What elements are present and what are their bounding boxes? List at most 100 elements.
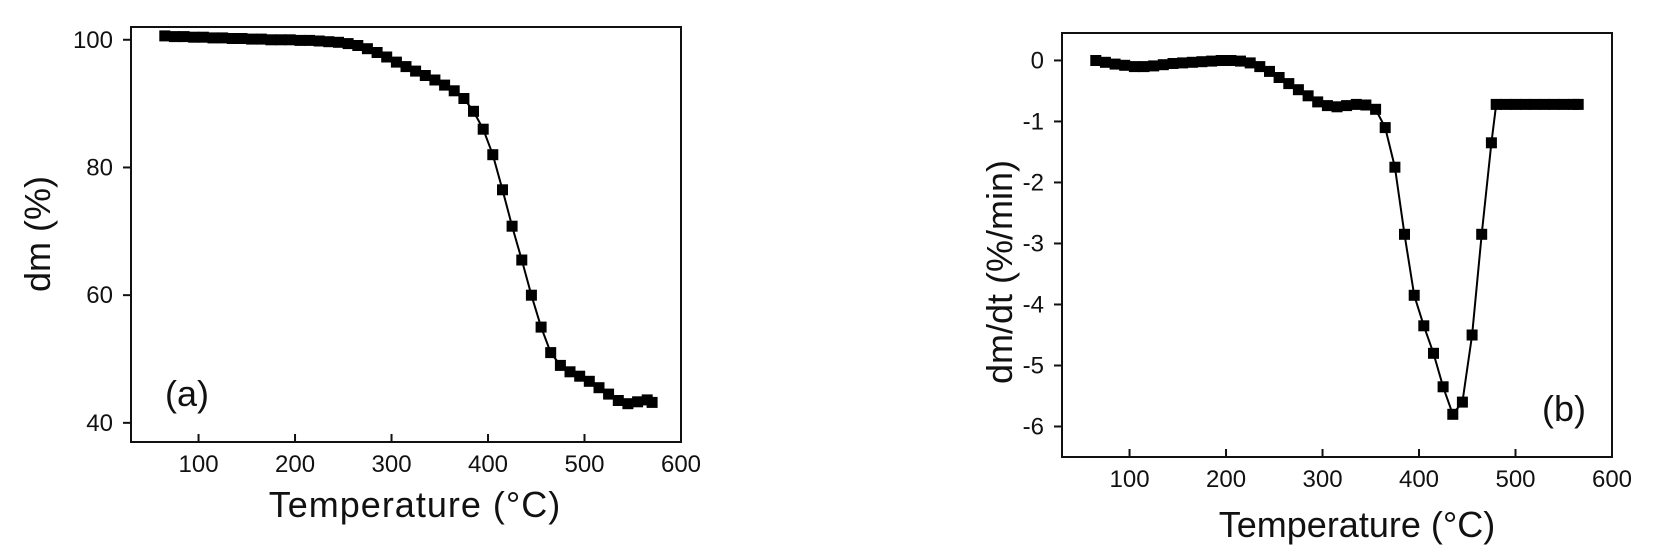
data-point-b — [1447, 408, 1459, 420]
data-point-a — [612, 395, 624, 406]
data-point-b — [1456, 396, 1468, 408]
data-point-a — [506, 220, 518, 232]
data-point-b — [1177, 57, 1189, 69]
data-point-b — [1558, 98, 1570, 110]
x-axis-title-b: Temperature (°C) — [1219, 504, 1495, 545]
x-ticks-b: 100 200 300 400 500 600 — [1110, 449, 1632, 493]
data-point-a — [554, 359, 566, 371]
y-ticks-b: 0 -1 -2 -3 -4 -5 -6 — [1023, 47, 1062, 440]
data-point-a — [497, 184, 508, 196]
x-tick-label-b: 200 — [1206, 466, 1246, 493]
x-tick-label-b: 400 — [1399, 466, 1439, 493]
data-point-a — [226, 33, 238, 44]
data-point-b — [1302, 90, 1314, 102]
data-point-b — [1196, 56, 1208, 68]
data-point-b — [1418, 320, 1430, 332]
data-point-a — [255, 33, 267, 45]
markers-a — [159, 30, 658, 410]
data-point-a — [574, 370, 586, 382]
data-point-a — [371, 47, 383, 58]
data-point-a — [545, 347, 557, 359]
data-point-a — [410, 65, 422, 77]
data-point-b — [1485, 137, 1497, 149]
data-point-a — [593, 382, 605, 394]
data-point-a — [159, 30, 171, 42]
data-point-b — [1186, 56, 1198, 68]
data-point-a — [468, 105, 479, 117]
x-ticks-a: 100 200 300 400 500 600 — [179, 434, 701, 478]
y-tick-label-b: -4 — [1023, 291, 1044, 318]
data-point-b — [1389, 161, 1401, 173]
data-point-b — [1090, 55, 1102, 66]
data-point-a — [448, 85, 460, 97]
data-point-b — [1331, 101, 1343, 113]
data-point-a — [197, 31, 209, 43]
y-ticks-a: 40 60 80 100 — [73, 27, 131, 437]
x-axis-title-a: Temperature (°C) — [269, 484, 561, 525]
data-point-b — [1572, 98, 1584, 110]
data-point-b — [1273, 72, 1285, 83]
data-point-a — [535, 321, 547, 333]
panel-label-a: (a) — [165, 373, 209, 414]
data-point-b — [1244, 57, 1256, 69]
data-point-a — [622, 398, 634, 410]
data-point-b — [1529, 98, 1541, 110]
data-point-b — [1225, 55, 1237, 66]
x-tick-label-a: 500 — [564, 451, 604, 478]
data-point-b — [1466, 329, 1478, 341]
data-point-b — [1360, 99, 1372, 111]
data-point-a — [400, 61, 412, 73]
data-point-a — [516, 254, 528, 266]
data-point-a — [419, 70, 431, 81]
y-tick-label-a: 100 — [73, 27, 113, 54]
data-point-b — [1428, 347, 1439, 359]
y-tick-label-b: -6 — [1023, 413, 1044, 440]
data-point-a — [564, 366, 576, 378]
data-point-b — [1138, 61, 1150, 73]
y-tick-label-a: 80 — [86, 154, 113, 181]
data-point-b — [1148, 60, 1160, 72]
data-point-a — [333, 36, 344, 48]
data-point-b — [1215, 55, 1227, 66]
plot-frame-a — [130, 26, 682, 443]
data-point-b — [1099, 56, 1111, 68]
x-tick-label-b: 600 — [1592, 466, 1632, 493]
data-point-b — [1379, 122, 1391, 134]
data-point-b — [1206, 55, 1218, 67]
data-point-a — [323, 36, 335, 48]
data-point-a — [236, 33, 248, 44]
markers-b — [1090, 55, 1584, 420]
data-point-a — [294, 34, 306, 46]
data-point-b — [1167, 58, 1179, 69]
data-point-b — [1312, 96, 1324, 108]
data-point-b — [1476, 228, 1488, 240]
data-point-b — [1437, 381, 1449, 393]
x-tick-label-a: 600 — [661, 451, 701, 478]
panel-b: 100 200 300 400 500 600 0 -1 -2 -3 -4 -5 -6 (b) Tem… — [979, 32, 1632, 545]
y-tick-label-b: -1 — [1023, 108, 1044, 135]
data-point-b — [1341, 100, 1353, 112]
data-point-a — [246, 33, 258, 45]
series-line-a — [164, 34, 653, 405]
data-point-a — [342, 38, 354, 50]
data-point-a — [429, 74, 441, 86]
series-line-b — [1095, 59, 1579, 417]
data-point-b — [1350, 98, 1362, 110]
data-point-a — [525, 289, 537, 301]
panel-label-b: (b) — [1542, 388, 1586, 429]
data-point-b — [1109, 58, 1121, 70]
y-tick-label-b: -5 — [1023, 352, 1044, 379]
data-point-a — [352, 40, 364, 51]
data-point-a — [439, 79, 451, 91]
data-point-a — [313, 35, 325, 47]
data-point-a — [207, 32, 219, 44]
data-point-a — [487, 149, 499, 161]
panel-a: 100 200 300 400 500 600 40 60 80 100 (a) Tempera… — [17, 26, 701, 525]
y-tick-label-b: -2 — [1023, 169, 1044, 196]
data-point-b — [1399, 228, 1410, 240]
data-point-a — [265, 34, 277, 46]
y-tick-label-a: 60 — [86, 282, 113, 309]
data-point-b — [1490, 98, 1502, 110]
x-tick-label-b: 300 — [1303, 466, 1343, 493]
